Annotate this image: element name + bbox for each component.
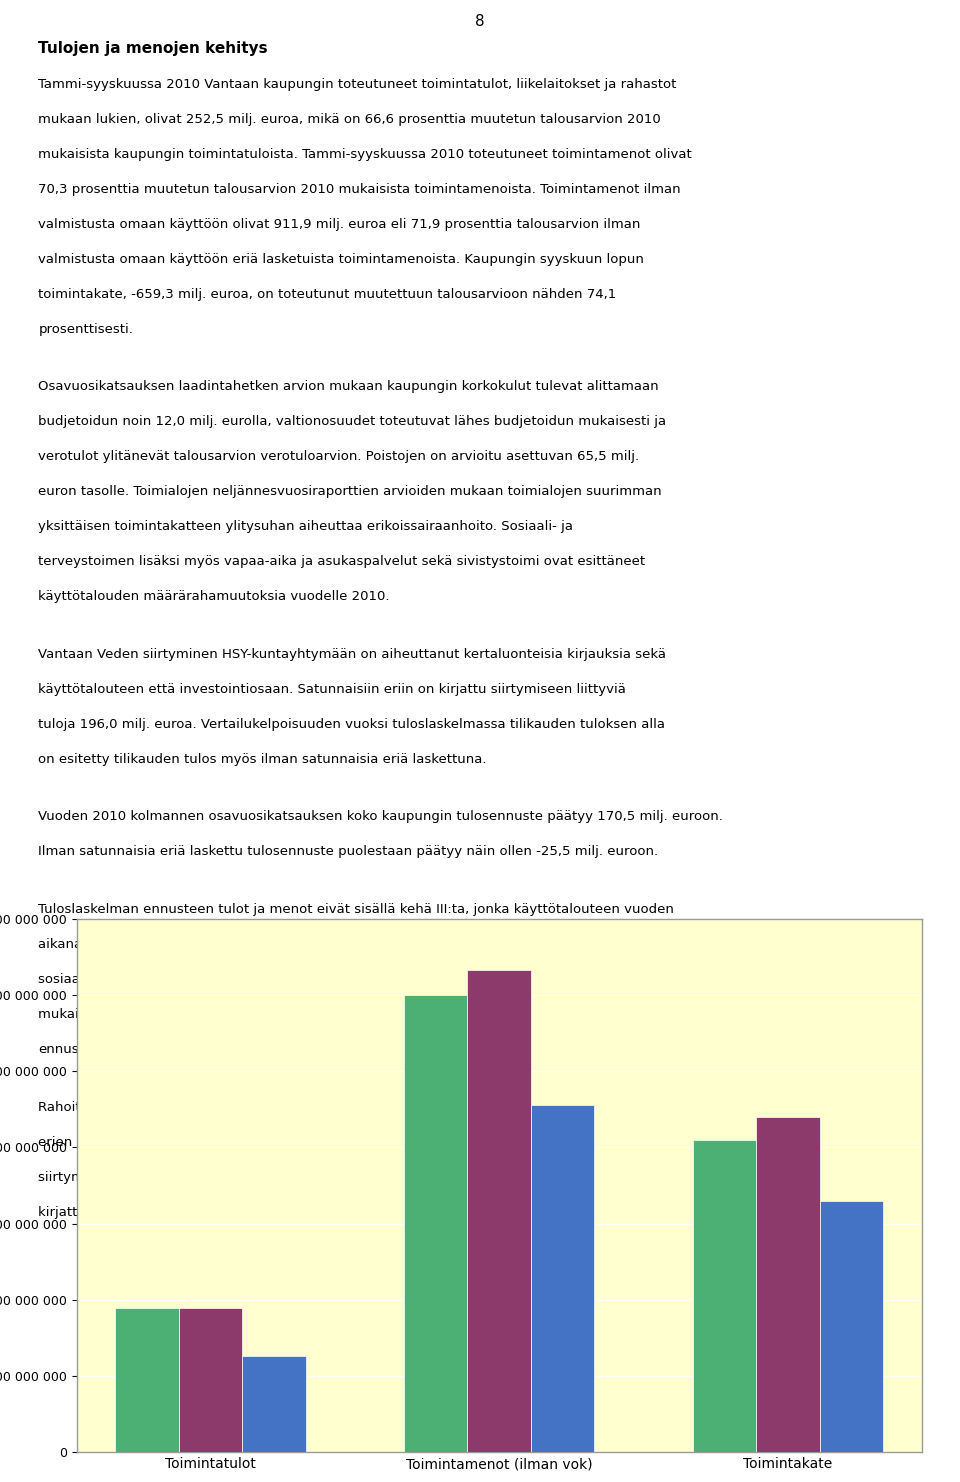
- Text: tuloja 196,0 milj. euroa. Vertailukelpoisuuden vuoksi tuloslaskelmassa tilikaude: tuloja 196,0 milj. euroa. Vertailukelpoi…: [38, 717, 665, 731]
- Text: Tulojen ja menojen kehitys: Tulojen ja menojen kehitys: [38, 41, 268, 56]
- Text: 8: 8: [475, 13, 485, 28]
- Text: sosiaali- ja terveystoimen ennusteessa vuoden 2010 alkuperäisen talousarvion rak: sosiaali- ja terveystoimen ennusteessa v…: [38, 974, 638, 986]
- Bar: [115, 1307, 179, 1452]
- Text: aikana kirjatut menot eliminoituvat tilinpäätöksessä. Suun terveydenhuolto on kä: aikana kirjatut menot eliminoituvat tili…: [38, 938, 625, 951]
- Text: toimintakate, -659,3 milj. euroa, on toteutunut muutettuun talousarvioon nähden : toimintakate, -659,3 milj. euroa, on tot…: [38, 288, 616, 301]
- Text: valmistusta omaan käyttöön olivat 911,9 milj. euroa eli 71,9 prosenttia talousar: valmistusta omaan käyttöön olivat 911,9 …: [38, 218, 640, 231]
- Text: ennusteessa.: ennusteessa.: [38, 1043, 127, 1055]
- Bar: [693, 1140, 756, 1452]
- Text: Rahoitussuunnitelmataulukossa Vantaan Veden siirtyminen HSY-kuntayhtymään näkyy : Rahoitussuunnitelmataulukossa Vantaan Ve…: [38, 1101, 708, 1114]
- Text: valmistusta omaan käyttöön eriä lasketuista toimintamenoista. Kaupungin syyskuun: valmistusta omaan käyttöön eriä lasketui…: [38, 253, 644, 265]
- Bar: [531, 1104, 594, 1452]
- Text: Tammi-syyskuussa 2010 Vantaan kaupungin toteutuneet toimintatulot, liikelaitokse: Tammi-syyskuussa 2010 Vantaan kaupungin …: [38, 79, 677, 90]
- Text: käyttötalouteen että investointiosaan. Satunnaisiin eriin on kirjattu siirtymise: käyttötalouteen että investointiosaan. S…: [38, 683, 626, 695]
- Text: yksittäisen toimintakatteen ylitysuhan aiheuttaa erikoissairaanhoito. Sosiaali- : yksittäisen toimintakatteen ylitysuhan a…: [38, 520, 573, 534]
- Bar: [468, 971, 531, 1452]
- Bar: [242, 1356, 305, 1452]
- Text: mukaisesti, joten suun terveydenhuollon tulot ja menot eivät myöskään näy tulosl: mukaisesti, joten suun terveydenhuollon …: [38, 1008, 652, 1021]
- Text: verotulot ylitänevät talousarvion verotuloarvion. Poistojen on arvioitu asettuva: verotulot ylitänevät talousarvion verotu…: [38, 451, 639, 464]
- Text: prosenttisesti.: prosenttisesti.: [38, 323, 133, 335]
- Text: Ilman satunnaisia eriä laskettu tulosennuste puolestaan päätyy näin ollen -25,5 : Ilman satunnaisia eriä laskettu tulosenn…: [38, 845, 659, 858]
- Text: Vantaan Veden siirtyminen HSY-kuntayhtymään on aiheuttanut kertaluonteisia kirja: Vantaan Veden siirtyminen HSY-kuntayhtym…: [38, 648, 666, 661]
- Text: on esitetty tilikauden tulos myös ilman satunnaisia eriä laskettuna.: on esitetty tilikauden tulos myös ilman …: [38, 753, 487, 766]
- Bar: [179, 1307, 242, 1452]
- Text: Tuloslaskelman ennusteen tulot ja menot eivät sisällä kehä III:ta, jonka käyttöt: Tuloslaskelman ennusteen tulot ja menot …: [38, 903, 674, 916]
- Text: budjetoidun noin 12,0 milj. eurolla, valtionosuudet toteutuvat lähes budjetoidun: budjetoidun noin 12,0 milj. eurolla, val…: [38, 415, 666, 428]
- Text: terveystoimen lisäksi myös vapaa-aika ja asukaspalvelut sekä sivistystoimi ovat : terveystoimen lisäksi myös vapaa-aika ja…: [38, 554, 645, 568]
- Text: Osavuosikatsauksen laadintahetken arvion mukaan kaupungin korkokulut tulevat ali: Osavuosikatsauksen laadintahetken arvion…: [38, 381, 659, 393]
- Text: 70,3 prosenttia muutetun talousarvion 2010 mukaisista toimintamenoista. Toiminta: 70,3 prosenttia muutetun talousarvion 20…: [38, 182, 681, 196]
- Text: mukaisista kaupungin toimintatuloista. Tammi-syyskuussa 2010 toteutuneet toimint: mukaisista kaupungin toimintatuloista. T…: [38, 148, 692, 162]
- Text: Vuoden 2010 kolmannen osavuosikatsauksen koko kaupungin tulosennuste päätyy 170,: Vuoden 2010 kolmannen osavuosikatsauksen…: [38, 811, 723, 824]
- Text: käyttötalouden määrärahamuutoksia vuodelle 2010.: käyttötalouden määrärahamuutoksia vuodel…: [38, 590, 390, 603]
- Bar: [820, 1202, 883, 1452]
- Text: siirtyminen puolestaan vaikuttaa osakkeiden ja osuuksien investointimenoihin, jo: siirtyminen puolestaan vaikuttaa osakkei…: [38, 1171, 627, 1184]
- Bar: [404, 994, 468, 1452]
- Text: mukaan lukien, olivat 252,5 milj. euroa, mikä on 66,6 prosenttia muutetun talous: mukaan lukien, olivat 252,5 milj. euroa,…: [38, 113, 661, 126]
- Text: erien ohella käyttöomaisuusinvestoinneissa ja käyttöomaisuuden myynnissä. Invest: erien ohella käyttöomaisuusinvestoinneis…: [38, 1135, 674, 1149]
- Text: euron tasolle. Toimialojen neljännesvuosiraporttien arvioiden mukaan toimialojen: euron tasolle. Toimialojen neljännesvuos…: [38, 485, 662, 498]
- Text: kirjattu HSY:n osuuksista 93,1 milj. euron investointimenot.: kirjattu HSY:n osuuksista 93,1 milj. eur…: [38, 1205, 433, 1218]
- Bar: [756, 1117, 820, 1452]
